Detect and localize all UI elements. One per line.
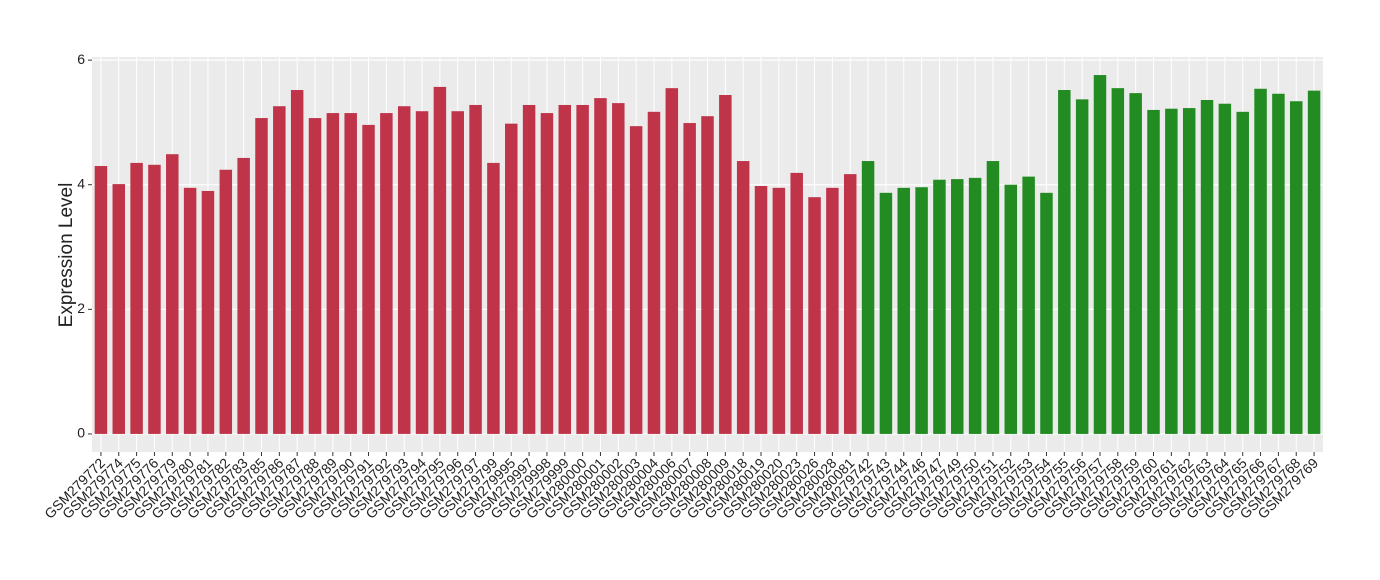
- bar: [380, 113, 393, 434]
- bar: [808, 197, 821, 434]
- bar: [415, 111, 429, 434]
- bar: [540, 113, 554, 434]
- y-tick-label: 0: [77, 425, 85, 441]
- bar: [1004, 184, 1018, 434]
- bar: [736, 161, 750, 434]
- bar: [790, 172, 803, 434]
- bar: [861, 161, 875, 434]
- bar: [772, 187, 786, 434]
- bar: [1093, 75, 1107, 434]
- bar: [897, 187, 910, 434]
- bar: [522, 104, 536, 434]
- bar: [1129, 93, 1142, 434]
- bar: [1307, 90, 1321, 434]
- bar: [879, 192, 893, 434]
- bar: [469, 104, 482, 434]
- bar: [1111, 88, 1125, 434]
- bar: [951, 179, 964, 434]
- bar: [1218, 103, 1232, 434]
- bar: [505, 123, 518, 434]
- bar: [290, 90, 304, 434]
- bar: [576, 104, 589, 434]
- bar: [397, 106, 411, 434]
- bar: [219, 169, 233, 434]
- y-tick-label: 2: [77, 300, 85, 316]
- bar: [1200, 99, 1214, 434]
- bar: [719, 95, 732, 434]
- bar: [1040, 192, 1053, 434]
- bar: [255, 118, 268, 434]
- bar: [1272, 93, 1285, 434]
- bar: [683, 123, 696, 434]
- bar: [1022, 176, 1035, 434]
- bar: [451, 111, 464, 434]
- bar: [166, 154, 179, 434]
- bar: [1165, 108, 1178, 434]
- bar: [647, 111, 661, 434]
- bar: [94, 166, 108, 434]
- bar: [843, 174, 857, 434]
- bar: [362, 124, 375, 434]
- bar: [968, 177, 982, 434]
- bar: [594, 98, 607, 434]
- y-axis-label: Expression Level: [56, 183, 77, 328]
- bar: [1289, 101, 1303, 434]
- bar: [1236, 111, 1249, 434]
- bar: [112, 184, 126, 434]
- bar: [433, 86, 447, 434]
- bar: [1075, 99, 1089, 434]
- y-tick-label: 4: [77, 175, 85, 191]
- bar: [130, 162, 143, 434]
- bar: [201, 190, 215, 434]
- bar: [487, 162, 500, 434]
- bar: [308, 118, 322, 434]
- bar: [754, 185, 768, 434]
- bar: [986, 161, 1000, 434]
- bar: [629, 126, 643, 434]
- bar: [665, 88, 679, 434]
- bar: [612, 103, 625, 434]
- bar: [1147, 109, 1160, 434]
- bar: [933, 179, 946, 434]
- bar: [558, 104, 572, 434]
- bar: [826, 187, 839, 434]
- bar: [915, 187, 928, 434]
- bar: [148, 164, 161, 434]
- y-tick-label: 6: [77, 51, 85, 67]
- bar: [1254, 88, 1267, 434]
- bar: [326, 113, 340, 434]
- bar: [701, 116, 714, 434]
- bar: [1058, 90, 1071, 434]
- bar: [273, 106, 286, 434]
- bar: [183, 187, 197, 434]
- bar: [344, 113, 357, 434]
- bar: [237, 157, 250, 434]
- bar: [1182, 108, 1196, 434]
